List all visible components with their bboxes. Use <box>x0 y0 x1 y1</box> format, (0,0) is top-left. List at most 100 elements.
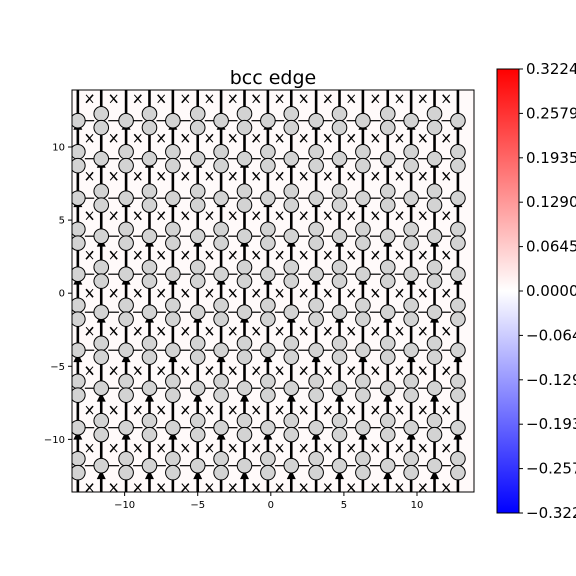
small-arrow <box>323 483 332 492</box>
colorbar-tick-label: 0.2579 <box>526 104 576 122</box>
small-arrow <box>299 405 308 415</box>
atom <box>450 464 466 481</box>
atom <box>118 221 134 238</box>
small-arrow <box>371 94 380 104</box>
atom <box>308 297 324 314</box>
atom <box>450 387 466 403</box>
atom <box>118 464 134 481</box>
atom <box>118 297 134 314</box>
atom <box>403 112 419 129</box>
atom <box>189 349 206 365</box>
atom <box>403 297 419 314</box>
atom <box>260 221 276 238</box>
atom <box>308 190 324 206</box>
small-arrow <box>299 94 308 104</box>
small-arrow <box>228 288 237 298</box>
small-arrow <box>275 443 284 453</box>
atom <box>379 304 396 320</box>
small-arrow <box>299 443 308 453</box>
small-arrow <box>252 133 261 143</box>
atom <box>379 426 396 443</box>
small-arrow <box>181 326 190 336</box>
atom <box>165 342 181 359</box>
colorbar-tick-label: −0.1290 <box>526 371 576 389</box>
atom <box>72 387 86 403</box>
small-arrow <box>181 288 190 298</box>
atom <box>213 190 229 206</box>
small-arrow <box>347 483 356 492</box>
atom <box>379 349 396 365</box>
atom <box>331 119 348 136</box>
small-arrow <box>109 288 118 298</box>
quiver-arrowhead <box>144 90 154 91</box>
small-arrow <box>442 211 451 221</box>
quiver-arrowhead <box>193 90 203 91</box>
atom <box>72 190 86 206</box>
quiver-arrowhead <box>383 470 393 480</box>
atom <box>426 335 443 352</box>
atom <box>450 297 466 314</box>
atom <box>260 112 276 129</box>
atom <box>308 311 324 327</box>
atom <box>213 464 229 481</box>
small-arrow <box>275 288 284 298</box>
atom <box>450 266 466 282</box>
atom <box>118 190 134 206</box>
small-arrow <box>205 443 214 453</box>
small-arrow <box>395 443 404 453</box>
small-arrow <box>323 326 332 336</box>
quiver-arrowhead <box>335 90 345 91</box>
small-arrow <box>85 133 94 143</box>
small-arrow <box>395 483 404 492</box>
small-arrow <box>418 366 427 375</box>
atom <box>141 183 158 200</box>
atom <box>355 112 371 129</box>
atom <box>93 259 110 276</box>
small-arrow <box>418 171 427 181</box>
small-arrow <box>299 250 308 260</box>
atom <box>260 373 276 390</box>
atom <box>379 380 396 397</box>
small-arrow <box>252 94 261 104</box>
quiver-arrowhead <box>73 90 83 91</box>
small-arrow <box>157 250 166 260</box>
atom <box>141 105 158 122</box>
small-arrow <box>418 443 427 453</box>
small-arrow <box>205 288 214 298</box>
small-arrow <box>133 250 142 260</box>
small-arrow <box>323 405 332 415</box>
atom <box>355 342 371 359</box>
atom <box>93 412 110 429</box>
atom <box>283 183 300 200</box>
atom <box>308 157 324 174</box>
small-arrow <box>181 94 190 104</box>
atom <box>165 450 181 467</box>
small-arrow <box>323 366 332 375</box>
atom <box>331 183 348 200</box>
atom <box>213 450 229 467</box>
atom <box>141 380 158 397</box>
atom <box>426 197 443 213</box>
y-tick-label: 5 <box>59 216 65 227</box>
small-arrow <box>299 483 308 492</box>
small-arrow <box>418 94 427 104</box>
quiver-arrowhead <box>96 392 106 402</box>
atom <box>236 304 253 320</box>
atom <box>403 450 419 467</box>
atom <box>118 143 134 160</box>
atom-bonds <box>84 120 451 467</box>
small-arrow <box>85 483 94 492</box>
small-arrow <box>252 171 261 181</box>
quiver-arrowhead <box>286 392 296 402</box>
small-arrow <box>109 483 118 492</box>
atom <box>141 457 158 474</box>
atom <box>165 266 181 282</box>
atom <box>93 349 110 365</box>
colorbar-tick-label: −0.1935 <box>526 415 576 433</box>
small-arrow <box>442 443 451 453</box>
small-arrow <box>157 405 166 415</box>
atom <box>141 349 158 365</box>
atom <box>118 235 134 251</box>
atom <box>165 143 181 160</box>
small-arrow <box>395 326 404 336</box>
